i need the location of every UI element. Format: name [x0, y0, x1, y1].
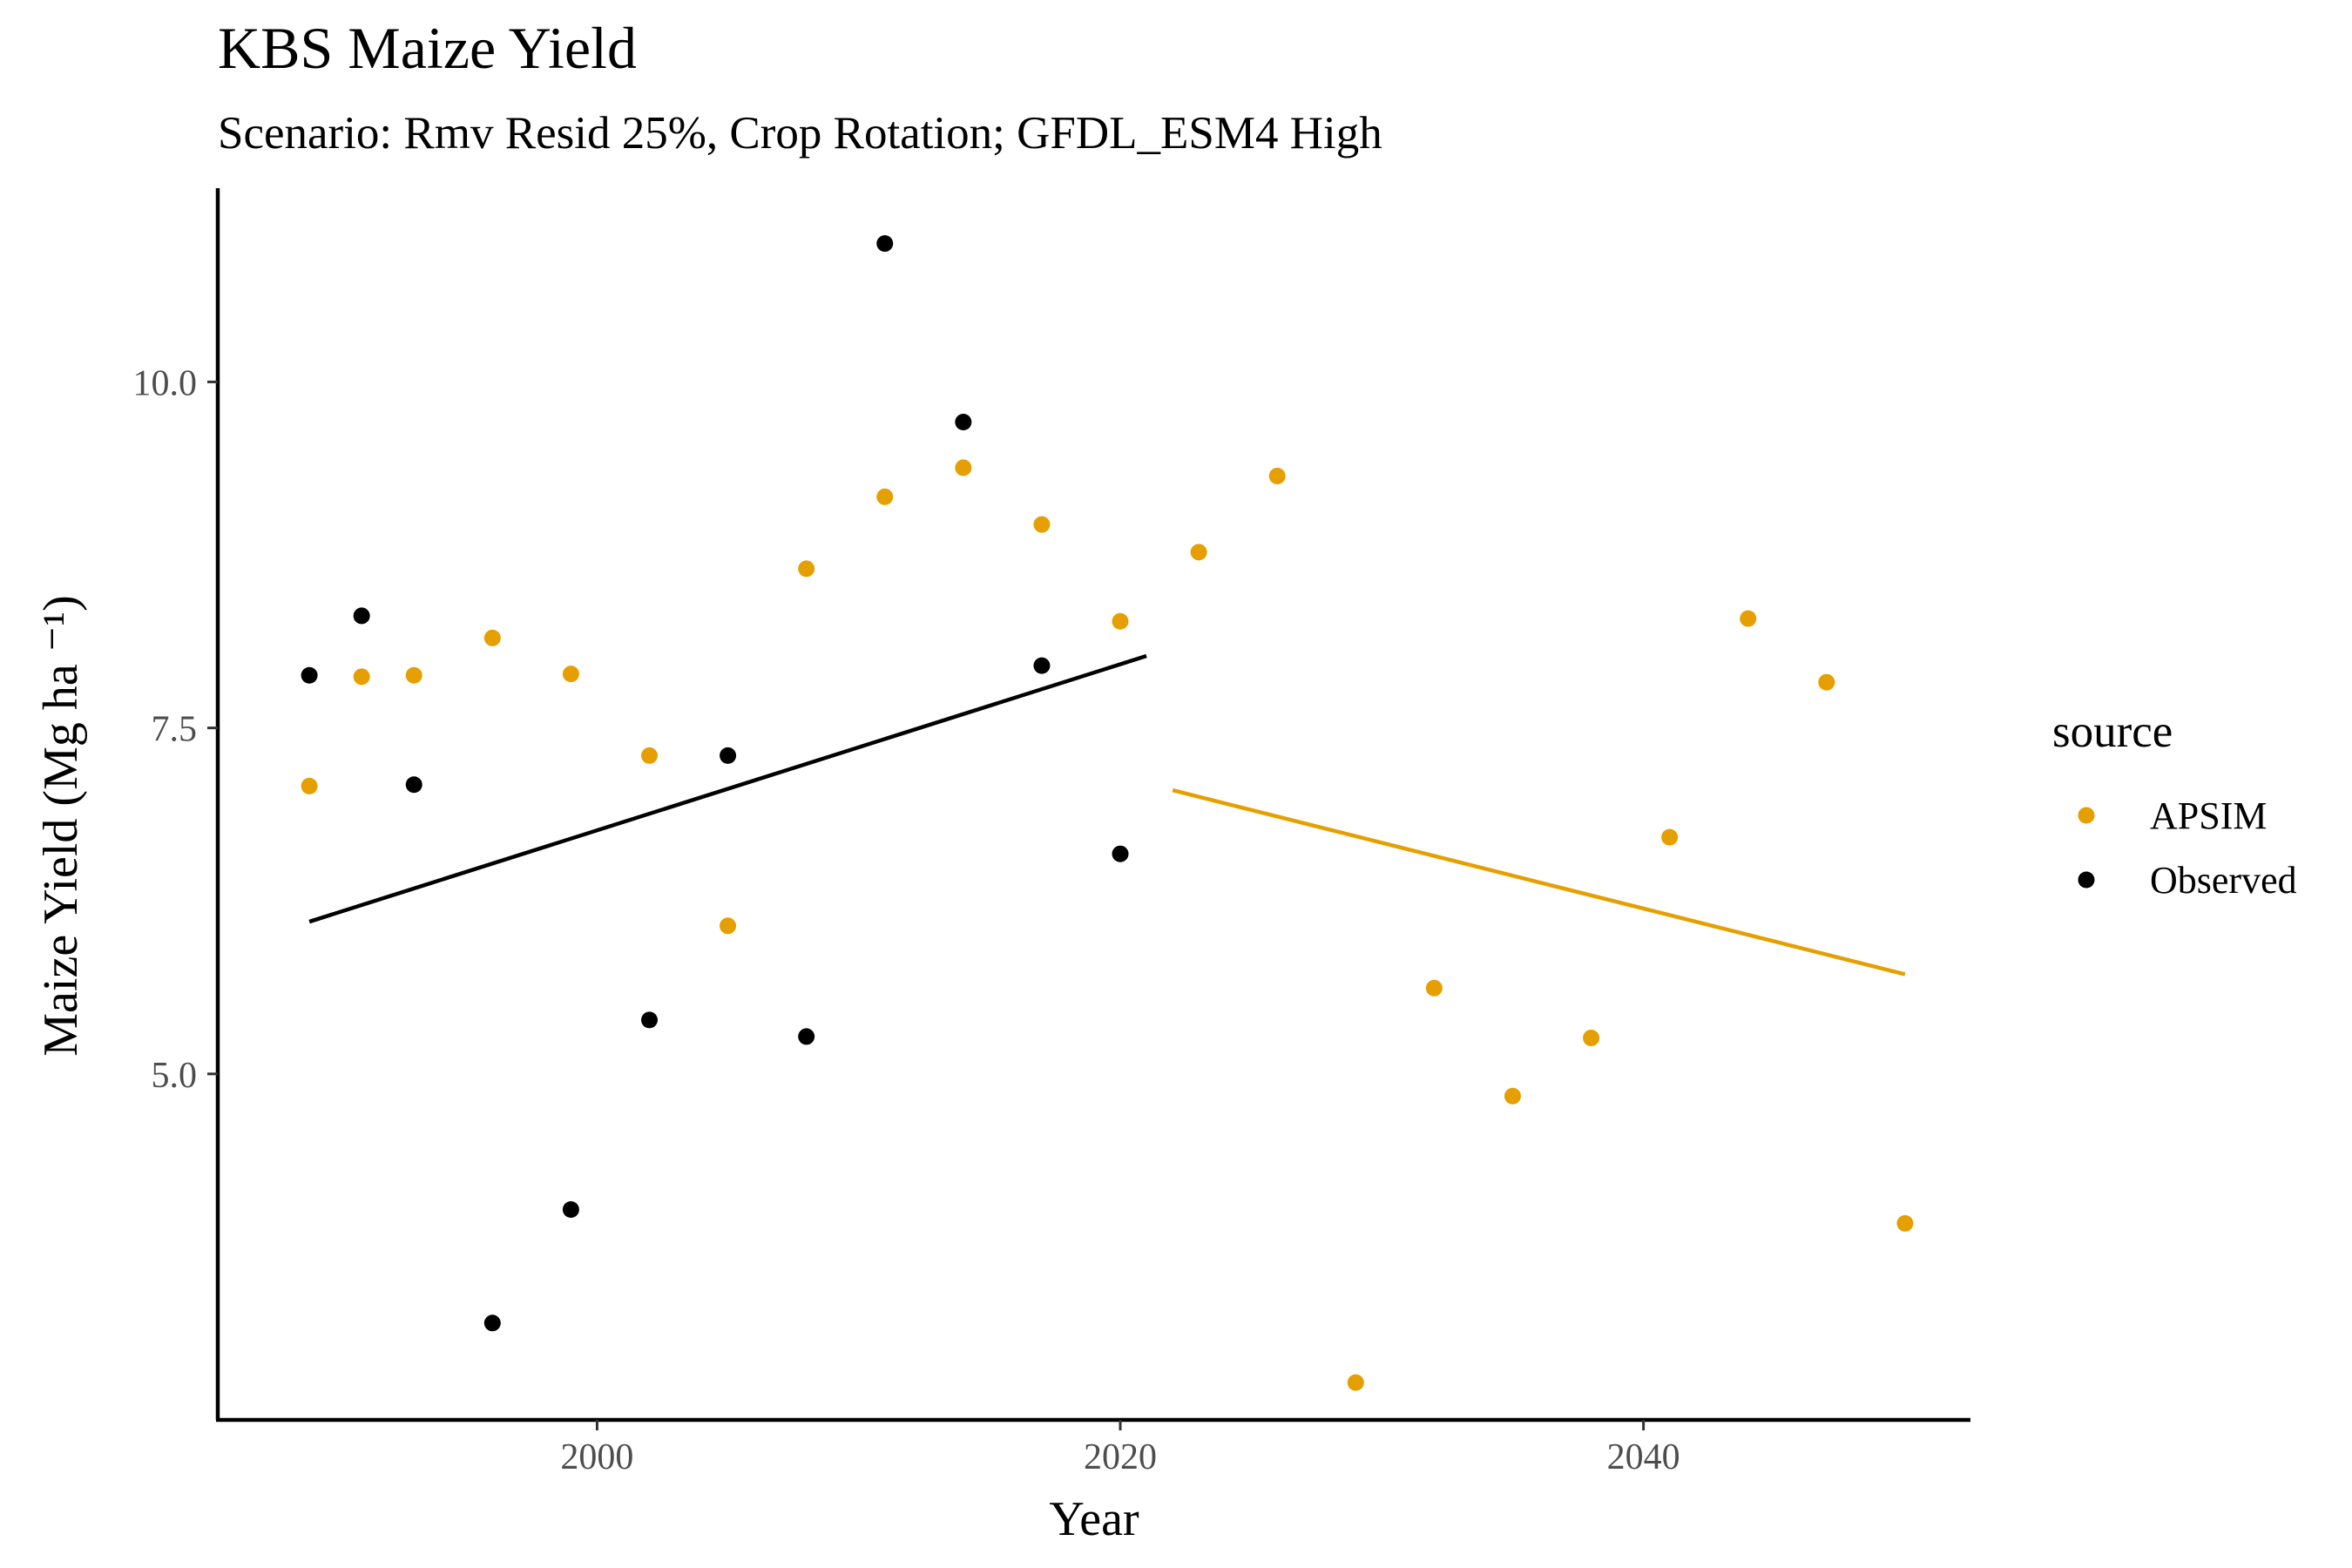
apsim-point: [301, 777, 318, 794]
apsim-point: [1190, 544, 1207, 561]
apsim-point: [483, 629, 501, 646]
y-tick-label: 10.0: [133, 363, 198, 403]
apsim-point: [1347, 1374, 1364, 1391]
legend-key-apsim: [2078, 807, 2095, 824]
x-axis-title: Year: [1049, 1492, 1139, 1546]
x-tick-label: 2040: [1607, 1437, 1680, 1477]
chart-title: KBS Maize Yield: [218, 15, 637, 81]
observed-point: [798, 1028, 815, 1045]
observed-point: [353, 607, 370, 625]
observed-point: [483, 1315, 501, 1332]
chart-subtitle: Scenario: Rmv Resid 25%, Crop Rotation; …: [218, 108, 1382, 159]
legend: source APSIM Observed: [2052, 706, 2297, 902]
apsim-point: [562, 666, 579, 683]
legend-items: APSIM Observed: [2078, 794, 2297, 902]
apsim-point: [720, 917, 737, 935]
observed-point: [1112, 845, 1129, 862]
apsim-trend-line: [1172, 787, 1906, 977]
observed-point: [301, 666, 318, 684]
legend-title: source: [2052, 706, 2173, 757]
x-ticks: 2000 2020 2040: [560, 1420, 1680, 1477]
y-ticks: 5.0 7.5 10.0: [133, 363, 218, 1096]
observed-point: [1033, 657, 1051, 674]
observed-point: [720, 747, 737, 764]
apsim-point: [1033, 516, 1051, 533]
apsim-point: [1112, 612, 1129, 630]
observed-point: [405, 776, 422, 794]
x-tick-label: 2000: [560, 1437, 633, 1477]
apsim-point: [1896, 1214, 1914, 1232]
apsim-point: [955, 459, 972, 476]
observed-trend-line: [308, 653, 1147, 924]
x-tick-label: 2020: [1084, 1437, 1157, 1477]
apsim-point: [640, 747, 658, 764]
y-axis-title: Maize Yield (Mg ha ⁻¹): [34, 595, 88, 1056]
apsim-point: [1661, 828, 1679, 846]
apsim-point: [1504, 1087, 1521, 1105]
apsim-point: [1583, 1030, 1600, 1047]
y-tick-label: 7.5: [152, 710, 198, 750]
observed-point: [876, 235, 894, 253]
apsim-point: [353, 668, 370, 686]
apsim-point: [876, 488, 894, 505]
apsim-point: [1818, 673, 1835, 691]
observed-point: [562, 1201, 579, 1219]
legend-label-observed: Observed: [2150, 859, 2297, 902]
apsim-point: [1268, 467, 1286, 484]
apsim-point: [798, 560, 815, 578]
y-tick-label: 5.0: [152, 1056, 198, 1096]
observed-point: [640, 1011, 658, 1029]
apsim-point: [1740, 610, 1757, 627]
legend-key-observed: [2078, 871, 2095, 889]
legend-label-apsim: APSIM: [2150, 794, 2268, 837]
apsim-point: [405, 666, 422, 684]
apsim-point: [1425, 979, 1443, 997]
observed-point: [955, 414, 972, 431]
plot-area: [301, 235, 1914, 1391]
